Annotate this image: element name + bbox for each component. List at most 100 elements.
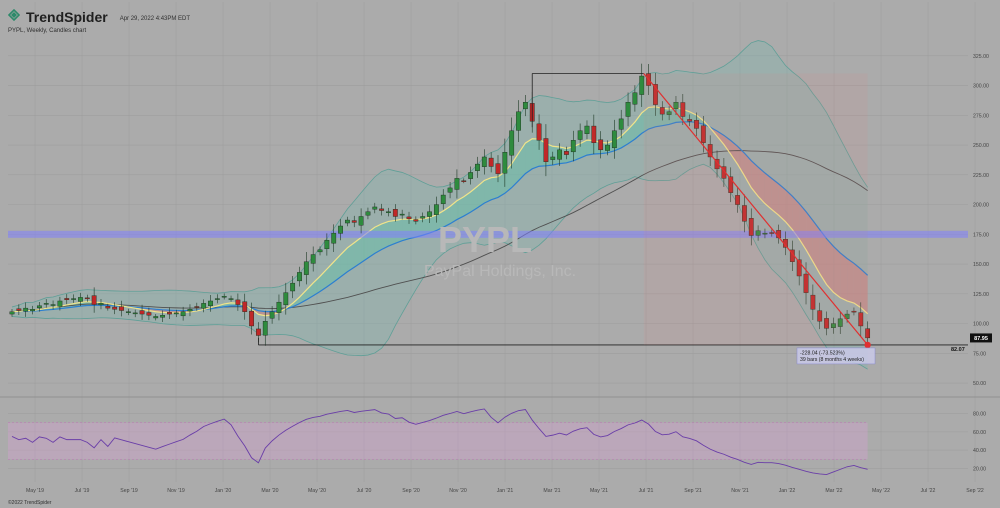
price-tick-label: 200.00 <box>973 203 989 209</box>
candle-down <box>242 301 248 312</box>
candles-group <box>9 63 871 346</box>
candle-down <box>119 306 124 311</box>
x-tick-label: May '19 <box>26 488 44 494</box>
candle-down <box>351 220 357 223</box>
candle-up <box>837 318 843 327</box>
cloud-bear-segment <box>744 153 752 188</box>
candle-up <box>509 130 515 156</box>
x-tick-label: Sep '19 <box>120 488 138 494</box>
candle-up <box>475 163 480 171</box>
x-tick-label: Jan '22 <box>779 488 796 494</box>
cloud-bear-segment <box>737 146 745 176</box>
candle-down <box>748 218 754 236</box>
cloud-bull-segment <box>497 171 505 198</box>
candle-down <box>235 299 241 305</box>
candle-down <box>714 158 720 170</box>
candle-up <box>516 111 521 131</box>
candle-up <box>290 282 296 292</box>
candle-down <box>796 259 802 277</box>
candle-up <box>365 211 371 216</box>
cloud-bear-segment <box>764 173 772 210</box>
cloud-bear-segment <box>758 167 765 204</box>
x-tick-label: Jul '22 <box>921 488 936 494</box>
x-tick-label: Sep '20 <box>402 488 420 494</box>
candle-up <box>78 297 83 302</box>
copyright: ©2022 TrendSpider <box>8 500 52 506</box>
last-price-marker <box>970 333 992 343</box>
cloud-bull-segment <box>429 214 437 234</box>
cloud-bear-segment <box>826 238 834 293</box>
cloud-bear-segment <box>751 160 759 197</box>
cloud-bull-segment <box>628 122 635 144</box>
cloud-bull-segment <box>634 112 642 140</box>
candle-down <box>379 208 385 211</box>
candle-down <box>167 312 172 315</box>
cloud-bear-segment <box>785 189 793 230</box>
price-tick-label: 325.00 <box>973 54 989 60</box>
candle-down <box>461 180 467 182</box>
candle-down <box>817 310 823 322</box>
measure-label-box <box>796 347 876 365</box>
candle-down <box>543 138 549 162</box>
candle-down <box>769 232 775 234</box>
candle-down <box>858 312 864 327</box>
candle-down <box>694 120 699 129</box>
candle-down <box>680 102 686 117</box>
candle-up <box>639 75 645 95</box>
x-tick-label: Sep '22 <box>966 488 984 494</box>
x-tick-label: Jul '19 <box>75 488 90 494</box>
candle-up <box>427 211 432 217</box>
candle-up <box>331 232 337 244</box>
candle-up <box>358 216 364 226</box>
candle-up <box>201 303 207 309</box>
price-tick-label: 75.00 <box>973 351 986 357</box>
rsi-tick-label: 80.00 <box>973 412 986 418</box>
candle-up <box>153 316 159 319</box>
measure-bars-text: 39 bars (8 months 4 weeks) <box>800 357 864 363</box>
candle-up <box>23 307 29 312</box>
candle-up <box>673 102 679 109</box>
candle-up <box>605 144 610 151</box>
candle-up <box>208 300 213 307</box>
x-tick-label: Nov '21 <box>731 488 749 494</box>
candle-up <box>570 140 576 153</box>
x-tick-label: Mar '22 <box>825 488 842 494</box>
cloud-bear-segment <box>819 229 827 285</box>
candle-up <box>283 292 289 306</box>
last-price-label: 87.95 <box>974 336 988 342</box>
candle-up <box>831 323 836 328</box>
cloud-bull-segment <box>333 254 341 282</box>
candle-up <box>755 230 761 236</box>
candle-down <box>742 205 747 222</box>
candle-down <box>700 125 706 143</box>
candle-down <box>591 125 597 143</box>
price-tick-label: 225.00 <box>973 173 989 179</box>
candle-up <box>584 125 590 134</box>
low-price-label: 82.07 <box>951 347 965 353</box>
price-tick-label: 175.00 <box>973 232 989 238</box>
cloud-bull-segment <box>422 217 430 236</box>
candle-down <box>653 84 658 105</box>
candle-down <box>139 310 145 315</box>
cloud-bull-segment <box>354 237 362 268</box>
price-tick-label: 300.00 <box>973 84 989 90</box>
watermark-name: PayPal Holdings, Inc. <box>424 263 576 280</box>
candle-down <box>488 157 494 167</box>
price-tick-label: 250.00 <box>973 143 989 149</box>
candle-up <box>618 118 624 130</box>
candle-up <box>30 309 35 312</box>
ema-21-line <box>11 121 869 313</box>
candle-up <box>338 225 343 234</box>
x-tick-label: Jan '20 <box>215 488 232 494</box>
cloud-bull-segment <box>586 140 594 156</box>
candle-up <box>132 312 138 315</box>
candle-up <box>762 232 768 235</box>
candle-up <box>557 149 563 160</box>
cloud-bear-segment <box>778 183 786 222</box>
cloud-bear-segment <box>853 263 861 308</box>
candle-down <box>105 306 111 309</box>
candle-up <box>180 311 186 317</box>
price-tick-label: 50.00 <box>973 381 986 387</box>
candle-up <box>214 298 220 300</box>
